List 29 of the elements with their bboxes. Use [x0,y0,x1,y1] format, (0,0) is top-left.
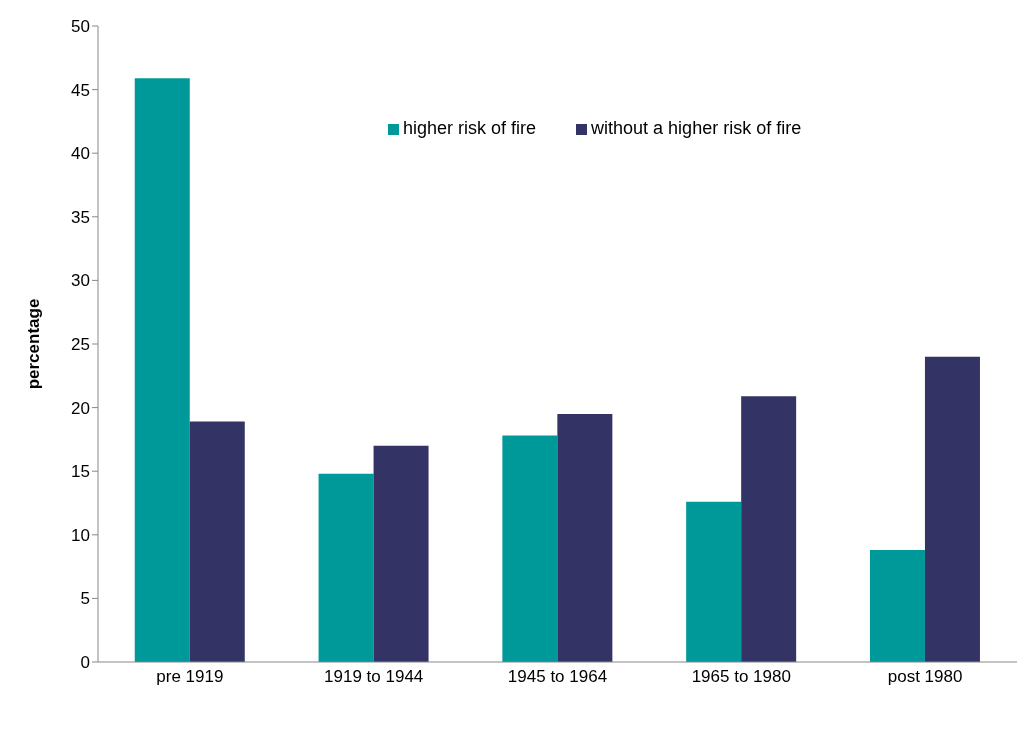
y-tick-label: 35 [71,207,90,227]
bar [686,501,742,662]
y-tick-label: 30 [71,271,90,291]
y-axis-title: percentage [24,298,44,390]
y-tick-label: 45 [71,80,90,100]
x-tick-label: pre 1919 [156,667,224,687]
legend-label: without a higher risk of fire [591,118,802,138]
x-tick-label: 1965 to 1980 [691,667,791,687]
bar [557,413,613,662]
y-tick-label: 5 [80,589,90,609]
y-tick-label: 25 [71,335,90,355]
y-tick-label: 15 [71,462,90,482]
bar [869,550,925,662]
bar [318,473,374,662]
bar [741,396,797,662]
x-tick-label: 1919 to 1944 [324,667,424,687]
y-tick-label: 10 [71,525,90,545]
y-tick-label: 20 [71,398,90,418]
legend-label: higher risk of fire [403,118,537,138]
y-tick-label: 40 [71,144,90,164]
y-tick-label: 50 [71,17,90,37]
bar [924,356,980,662]
bar [189,421,245,662]
bar [502,435,558,662]
x-tick-label: 1945 to 1964 [507,667,608,687]
y-tick-label: 0 [80,653,90,673]
x-tick-label: post 1980 [887,667,963,687]
bar [134,78,190,662]
bar [373,445,429,662]
